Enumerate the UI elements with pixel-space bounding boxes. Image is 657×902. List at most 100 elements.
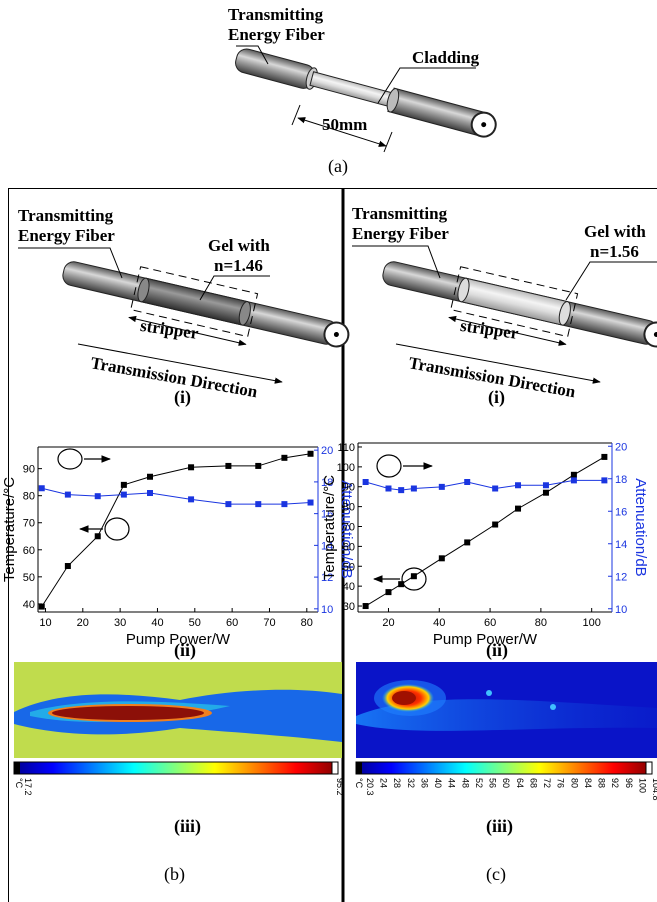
x-tick-label: 40 (433, 617, 445, 629)
marker (601, 477, 608, 484)
marker (38, 603, 45, 610)
marker (281, 501, 288, 508)
y2-tick-label: 20 (321, 445, 333, 457)
y2-tick-label: 12 (321, 572, 333, 584)
colorbar-label: 88 (597, 778, 607, 788)
colorbar-label: 20.3 (365, 778, 375, 796)
colorbar-label: 92 (610, 778, 620, 788)
marker (515, 505, 522, 512)
colorbar-end (331, 761, 339, 775)
x-tick-label: 60 (484, 617, 496, 629)
marker (281, 454, 288, 461)
y-tick-label: 50 (23, 572, 35, 584)
leader-line (236, 45, 269, 65)
marker (542, 482, 549, 489)
marker (515, 482, 522, 489)
dimension-tick (383, 131, 393, 153)
x-tick-label: 70 (263, 617, 275, 629)
y-axis-title: Temperature/°C (321, 475, 338, 580)
marker (601, 453, 608, 460)
marker (64, 491, 71, 498)
fiber-label: Energy Fiber (228, 25, 325, 44)
colorbar-label: 52 (474, 778, 484, 788)
y-tick-label: 90 (23, 464, 35, 476)
marker (362, 603, 369, 610)
colorbar-end (14, 762, 20, 774)
marker (120, 481, 127, 488)
y-tick-label: 60 (23, 545, 35, 557)
leader-line (377, 67, 476, 104)
colorbar-label: 100 (637, 778, 647, 793)
y2-tick-label: 10 (321, 604, 333, 616)
marker (225, 501, 232, 508)
leader-line (565, 261, 657, 301)
y-axis-title: Temperature/°C (1, 477, 18, 582)
gel-label: n=1.46 (214, 256, 263, 275)
stripper-label: stripper (459, 316, 520, 343)
x-tick-label: 50 (189, 617, 201, 629)
marker (385, 485, 392, 492)
fiber-a (235, 48, 497, 138)
panel-frame (8, 188, 657, 902)
colorbar (355, 761, 653, 775)
y-tick-label: 60 (343, 541, 355, 553)
x-tick-label: 80 (301, 617, 313, 629)
x-tick-label: 20 (382, 617, 394, 629)
marker (570, 477, 577, 484)
marker (410, 485, 417, 492)
colorbar-label: 44 (447, 778, 457, 788)
fiber-label: Transmitting (352, 204, 448, 223)
x-tick-label: 100 (583, 617, 601, 629)
marker (120, 491, 127, 498)
y2-tick-label: 18 (615, 474, 627, 486)
colorbar-label: 76 (556, 778, 566, 788)
y-tick-label: 30 (343, 601, 355, 613)
gel-label: n=1.56 (590, 242, 639, 261)
dimension-line (297, 117, 387, 147)
x-tick-label: 20 (77, 617, 89, 629)
marker (255, 501, 262, 508)
subfigure-label: (ii) (174, 640, 196, 661)
colorbar (13, 761, 339, 775)
dimension-tick (291, 104, 301, 126)
annotations (57, 448, 433, 591)
direction-arrow (77, 343, 283, 384)
marker (225, 462, 232, 469)
marker (492, 485, 499, 492)
x-axis-title: Pump Power/W (433, 631, 538, 648)
y2-axis-title: Attenuation/dB (338, 480, 355, 578)
colorbar-label: 56 (488, 778, 498, 788)
marker (570, 471, 577, 478)
length-label: 50mm (322, 115, 367, 134)
subfigure-label: (iii) (486, 816, 513, 837)
marker (398, 581, 405, 588)
marker (410, 573, 417, 580)
y2-tick-label: 14 (321, 540, 333, 552)
y-tick-label: 80 (343, 502, 355, 514)
y2-tick-label: 20 (615, 441, 627, 453)
colorbar-label: 60 (501, 778, 511, 788)
y2-tick-label: 16 (615, 506, 627, 518)
marker (438, 483, 445, 490)
marker (307, 450, 314, 457)
x-tick-label: 40 (151, 617, 163, 629)
leader-line (199, 275, 270, 301)
caption: (c) (486, 864, 506, 885)
marker (147, 490, 153, 497)
fiber-label: Energy Fiber (18, 226, 115, 245)
leader-line (18, 247, 123, 279)
x-tick-label: 80 (535, 617, 547, 629)
fiber-label: Transmitting (228, 5, 324, 24)
marker (307, 499, 314, 506)
y-tick-label: 70 (343, 522, 355, 534)
colorbar-unit: °C (14, 778, 24, 789)
marker (492, 521, 499, 528)
caption: (a) (328, 156, 348, 177)
colorbar-label: 48 (460, 778, 470, 788)
marker (188, 464, 195, 471)
colorbar-label: 80 (569, 778, 579, 788)
marker (464, 479, 471, 485)
x-tick-label: 30 (114, 617, 126, 629)
colorbar-end (356, 762, 362, 774)
